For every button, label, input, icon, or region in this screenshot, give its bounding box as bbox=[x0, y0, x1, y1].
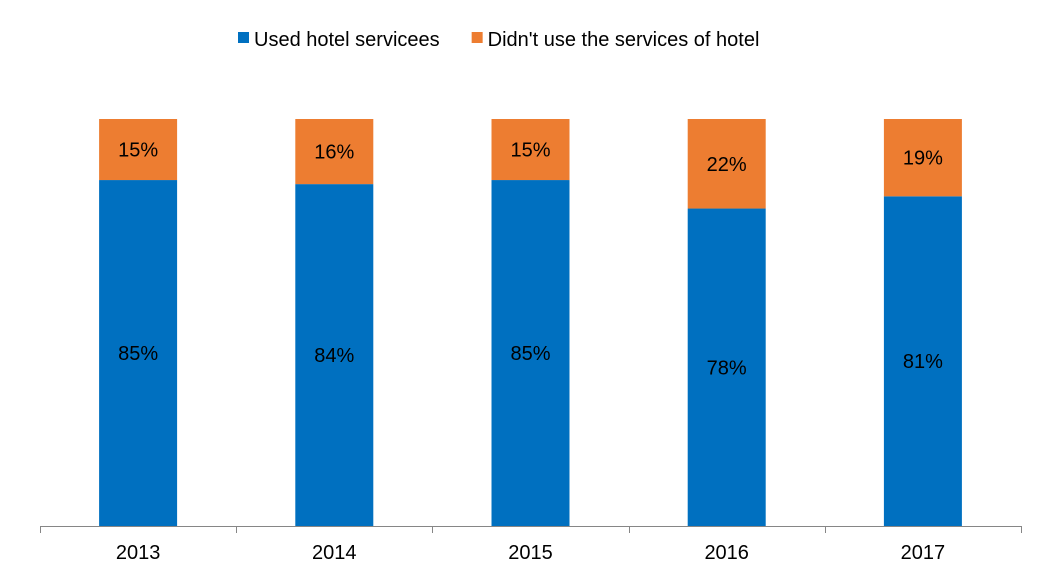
legend-swatch-used bbox=[238, 32, 249, 43]
bars bbox=[99, 119, 962, 527]
legend-label-not-used: Didn't use the services of hotel bbox=[488, 29, 760, 51]
bar-not-used-2016 bbox=[687, 119, 766, 209]
data-label-used-2014: 84% bbox=[314, 345, 354, 367]
bar-used-2013 bbox=[99, 180, 178, 527]
x-axis: 2013 2014 2015 2016 2017 bbox=[40, 526, 1022, 564]
data-label-not-used-2017: 19% bbox=[903, 148, 943, 170]
bar-used-2016 bbox=[687, 208, 766, 527]
bar-used-2014 bbox=[295, 184, 374, 526]
data-label-not-used-2014: 16% bbox=[314, 142, 354, 164]
x-tick-label-2016: 2016 bbox=[704, 542, 749, 564]
x-tick-label-2017: 2017 bbox=[901, 542, 946, 564]
bar-not-used-2014 bbox=[295, 119, 374, 185]
data-label-not-used-2013: 15% bbox=[118, 140, 158, 162]
data-label-used-2013: 85% bbox=[118, 343, 158, 365]
x-tick-label-2015: 2015 bbox=[508, 542, 553, 564]
data-label-used-2017: 81% bbox=[903, 351, 943, 373]
data-label-used-2016: 78% bbox=[707, 357, 747, 379]
bar-used-2015 bbox=[491, 180, 570, 527]
bar-not-used-2017 bbox=[883, 119, 962, 197]
data-label-not-used-2016: 22% bbox=[707, 154, 747, 176]
data-label-used-2015: 85% bbox=[510, 343, 550, 365]
legend-swatch-not-used bbox=[471, 32, 483, 43]
legend: Used hotel servicees Didn't use the servi… bbox=[238, 29, 759, 51]
bar-not-used-2015 bbox=[491, 119, 570, 181]
x-tick-label-2014: 2014 bbox=[312, 542, 357, 564]
x-tick-label-2013: 2013 bbox=[116, 542, 161, 564]
data-labels: 85% 15% 84% 16% 85% 15% 78% 22% 81% 19% bbox=[118, 140, 943, 380]
bar-used-2017 bbox=[883, 196, 962, 526]
bar-not-used-2013 bbox=[99, 119, 178, 181]
legend-label-used: Used hotel servicees bbox=[254, 29, 440, 51]
data-label-not-used-2015: 15% bbox=[510, 140, 550, 162]
